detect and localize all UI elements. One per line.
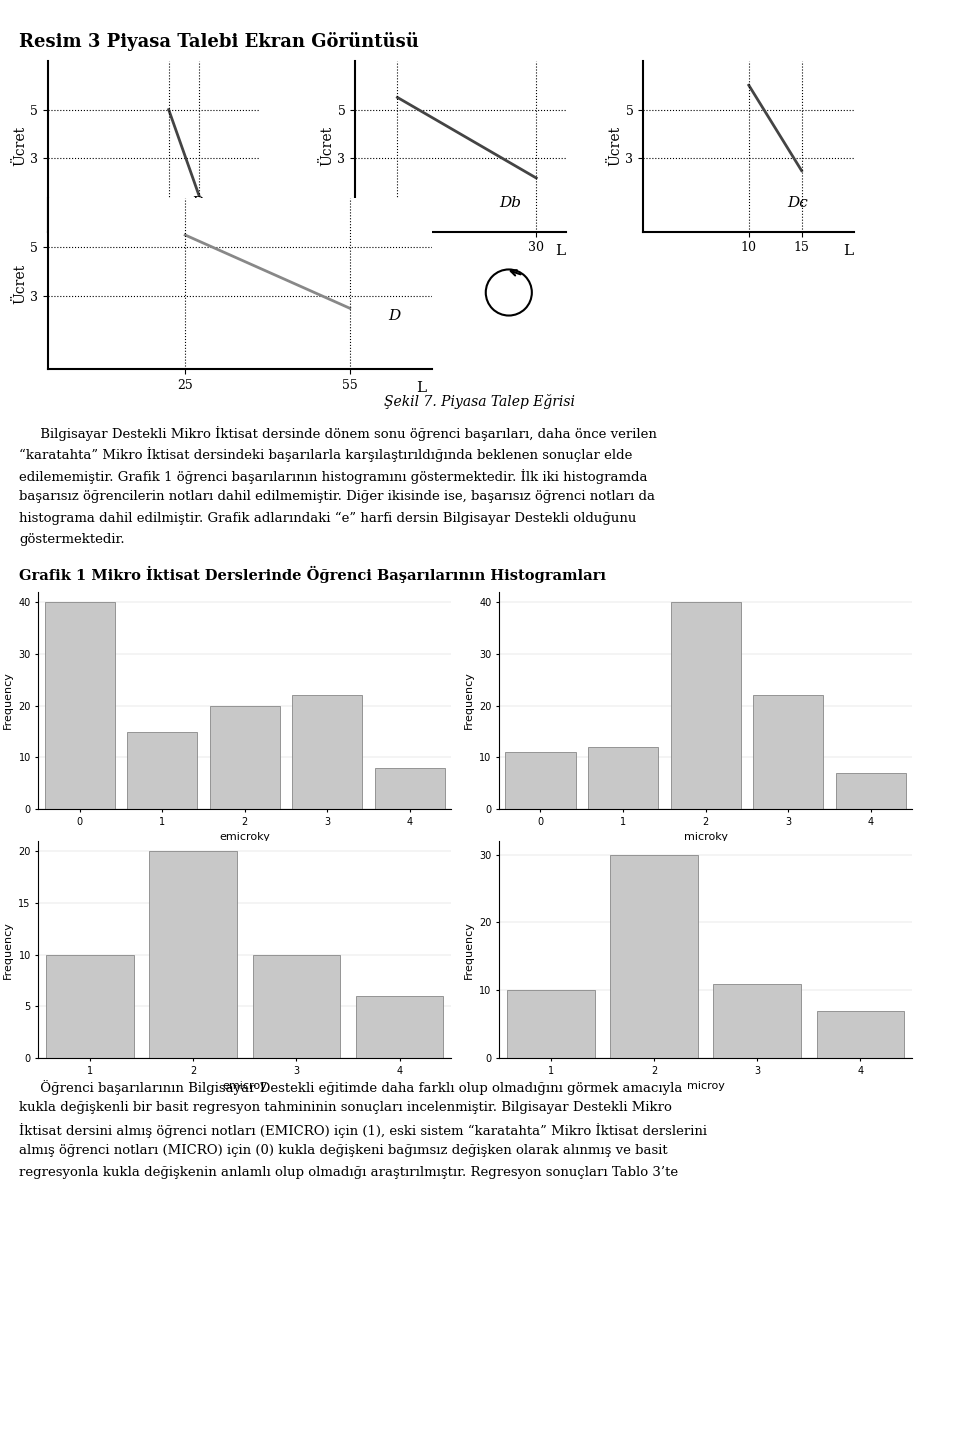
Text: İktisat dersini almış öğrenci notları (EMICRO) için (1), eski sistem “karatahta”: İktisat dersini almış öğrenci notları (E… (19, 1122, 708, 1138)
X-axis label: microky: microky (684, 833, 728, 843)
Bar (374, 767, 445, 809)
Y-axis label: Ücret: Ücret (13, 126, 28, 167)
Text: L: L (555, 243, 565, 258)
X-axis label: microy: microy (686, 1082, 725, 1092)
Text: kukla değişkenli bir basit regresyon tahmininin sonuçları incelenmiştir. Bilgisa: kukla değişkenli bir basit regresyon tah… (19, 1102, 672, 1115)
Bar (835, 773, 906, 809)
Text: Db: Db (499, 197, 521, 210)
Text: başarısız öğrencilerin notları dahil edilmemiştir. Diğer ikisinde ise, başarısız: başarısız öğrencilerin notları dahil edi… (19, 489, 655, 502)
Y-axis label: Frequency: Frequency (464, 921, 473, 979)
Bar (44, 602, 115, 809)
Y-axis label: Ücret: Ücret (13, 264, 28, 304)
Text: Bilgisayar Destekli Mikro İktisat dersinde dönem sonu öğrenci başarıları, daha ö: Bilgisayar Destekli Mikro İktisat dersin… (19, 426, 657, 440)
Bar (507, 990, 594, 1058)
Bar (817, 1011, 904, 1058)
Y-axis label: Frequency: Frequency (3, 672, 12, 730)
Bar (46, 954, 133, 1058)
Bar (209, 705, 280, 809)
X-axis label: emicroky: emicroky (220, 833, 270, 843)
Bar (505, 753, 576, 809)
Text: Da: Da (192, 197, 213, 210)
Y-axis label: Frequency: Frequency (464, 672, 473, 730)
Bar (127, 731, 198, 809)
Text: L: L (416, 381, 426, 395)
Bar (713, 983, 801, 1058)
Bar (588, 747, 659, 809)
Text: D: D (388, 310, 400, 323)
Y-axis label: Ücret: Ücret (321, 126, 335, 167)
Text: L: L (843, 243, 853, 258)
Bar (292, 695, 363, 809)
X-axis label: emicroy: emicroy (223, 1082, 267, 1092)
Text: L: L (248, 243, 258, 258)
Text: Resim 3 Piyasa Talebi Ekran Görüntüsü: Resim 3 Piyasa Talebi Ekran Görüntüsü (19, 32, 420, 51)
Text: Dc: Dc (787, 197, 807, 210)
Text: regresyonla kukla değişkenin anlamlı olup olmadığı araştırılmıştır. Regresyon so: regresyonla kukla değişkenin anlamlı olu… (19, 1166, 679, 1179)
Text: almış öğrenci notları (MICRO) için (0) kukla değişkeni bağımsız değişken olarak : almış öğrenci notları (MICRO) için (0) k… (19, 1144, 668, 1157)
Bar (753, 695, 824, 809)
Text: “karatahta” Mikro İktisat dersindeki başarılarla karşılaştırıldığında beklenen s: “karatahta” Mikro İktisat dersindeki baş… (19, 447, 633, 462)
Y-axis label: Ücret: Ücret (609, 126, 623, 167)
Text: Öğrenci başarılarının Bilgisayar Destekli eğitimde daha farklı olup olmadığını g: Öğrenci başarılarının Bilgisayar Destekl… (19, 1080, 683, 1095)
Text: Şekil 7. Piyasa Talep Eğrisi: Şekil 7. Piyasa Talep Eğrisi (385, 394, 575, 408)
Bar (670, 602, 741, 809)
Bar (252, 954, 340, 1058)
Text: göstermektedir.: göstermektedir. (19, 533, 125, 546)
Y-axis label: Frequency: Frequency (3, 921, 12, 979)
Bar (356, 996, 444, 1058)
Text: histograma dahil edilmiştir. Grafik adlarındaki “e” harfi dersin Bilgisayar Dest: histograma dahil edilmiştir. Grafik adla… (19, 511, 636, 524)
Text: Grafik 1 Mikro İktisat Derslerinde Öğrenci Başarılarının Histogramları: Grafik 1 Mikro İktisat Derslerinde Öğren… (19, 566, 606, 584)
Bar (611, 854, 698, 1058)
Text: edilememiştir. Grafik 1 öğrenci başarılarının histogramını göstermektedir. İlk i: edilememiştir. Grafik 1 öğrenci başarıla… (19, 469, 648, 484)
Bar (150, 851, 237, 1058)
